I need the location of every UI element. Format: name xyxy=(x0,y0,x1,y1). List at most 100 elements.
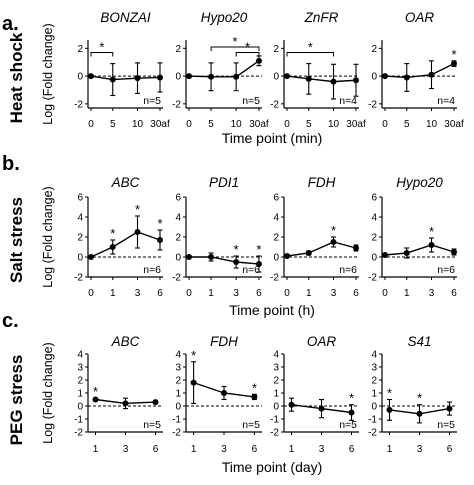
panel-abc: -2 0 2 4 6 0 1 3 6 ABC n=6 * * * xyxy=(74,175,163,299)
x-tick-label: 1 xyxy=(191,444,197,455)
y-tick-label: 0 xyxy=(77,253,83,264)
data-point xyxy=(318,405,325,412)
sample-size-label: n=6 xyxy=(242,264,260,276)
x-tick-label: 3 xyxy=(135,288,141,299)
y-tick-label: -1 xyxy=(270,415,279,426)
y-tick-label: 1 xyxy=(371,389,377,400)
significance-bracket xyxy=(235,51,260,57)
y-tick-label: 6 xyxy=(273,193,279,204)
x-tick-label: 6 xyxy=(447,444,453,455)
y-tick-label: 2 xyxy=(273,233,279,244)
data-point xyxy=(88,73,94,80)
series-line xyxy=(90,75,161,81)
significance-star: * xyxy=(157,216,162,231)
gene-title: ABC xyxy=(111,334,140,349)
data-point xyxy=(428,242,435,248)
y-tick-label: 1 xyxy=(273,389,279,400)
y-tick-label: 2 xyxy=(371,233,377,244)
row-2: c. PEG stress Log (Fold change) Time point … xyxy=(2,310,322,475)
y-tick-label: 0 xyxy=(273,253,279,264)
y-tick-label: -1 xyxy=(172,415,181,426)
x-tick-label: 1 xyxy=(404,288,410,299)
x-tick-label: 1 xyxy=(289,444,295,455)
significance-star: * xyxy=(191,348,196,363)
panel-label: b. xyxy=(2,153,20,175)
panel-oar: -2 0 2 0 5 10 30af OAR n=4 * xyxy=(368,10,464,130)
gene-title: OAR xyxy=(405,10,435,25)
x-tick-label: 6 xyxy=(451,288,457,299)
sample-size-label: n=5 xyxy=(242,419,260,431)
significance-bracket xyxy=(286,51,334,57)
data-point xyxy=(134,229,141,235)
y-tick-label: -2 xyxy=(172,273,181,284)
significance-star: * xyxy=(387,386,392,401)
y-tick-label: -2 xyxy=(172,99,181,110)
data-point xyxy=(152,399,159,406)
x-tick-label: 10 xyxy=(231,119,243,130)
x-tick-label: 3 xyxy=(417,444,423,455)
x-tick-label: 30af xyxy=(249,119,269,130)
data-point xyxy=(251,393,258,400)
data-point xyxy=(382,252,388,258)
sample-size-label: n=5 xyxy=(339,419,357,431)
gene-title: Hypo20 xyxy=(396,175,443,190)
data-point xyxy=(208,254,215,260)
y-tick-label: 2 xyxy=(77,376,83,387)
y-tick-label: 4 xyxy=(273,213,279,224)
x-tick-label: 1 xyxy=(208,288,214,299)
data-point xyxy=(330,239,337,245)
y-tick-label: 2 xyxy=(273,44,279,55)
significance-star: * xyxy=(232,34,237,49)
series-line xyxy=(384,244,455,256)
x-tick-label: 1 xyxy=(306,288,312,299)
x-tick-label: 3 xyxy=(233,288,239,299)
data-point xyxy=(157,74,163,81)
y-axis-label: Log (Fold change) xyxy=(41,186,55,287)
gene-title: ABC xyxy=(111,175,140,190)
row-1: b. Salt stress Log (Fold change) Time point… xyxy=(2,153,315,318)
significance-star: * xyxy=(331,223,336,238)
data-point xyxy=(233,73,240,80)
data-point xyxy=(92,396,99,403)
gene-title: Hypo20 xyxy=(201,10,248,25)
data-point xyxy=(330,78,337,85)
y-tick-label: 3 xyxy=(175,363,181,374)
data-point xyxy=(348,409,355,416)
data-point xyxy=(157,237,163,243)
data-point xyxy=(284,253,290,259)
data-point xyxy=(305,250,312,256)
x-tick-label: 1 xyxy=(110,288,116,299)
y-tick-label: 6 xyxy=(175,193,181,204)
y-tick-label: -2 xyxy=(368,99,377,110)
y-axis-label: Log (Fold change) xyxy=(41,23,55,124)
data-point xyxy=(386,406,393,413)
series-line xyxy=(189,256,260,265)
x-tick-label: 6 xyxy=(256,288,262,299)
y-tick-label: 0 xyxy=(175,253,181,264)
x-tick-label: 3 xyxy=(429,288,435,299)
data-point xyxy=(428,71,435,78)
side-label: Salt stress xyxy=(7,197,26,283)
y-tick-label: 2 xyxy=(371,44,377,55)
significance-star: * xyxy=(234,242,239,257)
y-tick-label: 2 xyxy=(175,376,181,387)
y-tick-label: 0 xyxy=(77,72,83,83)
data-point xyxy=(416,410,423,417)
y-tick-label: 2 xyxy=(175,233,181,244)
series-line xyxy=(384,62,455,79)
data-point xyxy=(403,250,410,256)
sample-size-label: n=5 xyxy=(143,419,161,431)
significance-star: * xyxy=(308,39,313,54)
x-tick-label: 6 xyxy=(252,444,258,455)
y-tick-label: 4 xyxy=(175,350,181,361)
gene-title: OAR xyxy=(307,334,337,349)
significance-bracket xyxy=(210,46,260,51)
y-tick-label: 4 xyxy=(77,350,83,361)
x-tick-label: 6 xyxy=(153,444,159,455)
data-point xyxy=(88,254,94,260)
data-point xyxy=(186,254,193,260)
y-tick-label: -2 xyxy=(172,428,181,439)
panel-hypo20: -2 0 2 0 5 10 30af Hypo20 n=5 * * xyxy=(172,10,269,130)
panel-fdh: -2 -1 0 1 2 3 4 1 3 6 FDH n=5 * * xyxy=(172,334,262,455)
